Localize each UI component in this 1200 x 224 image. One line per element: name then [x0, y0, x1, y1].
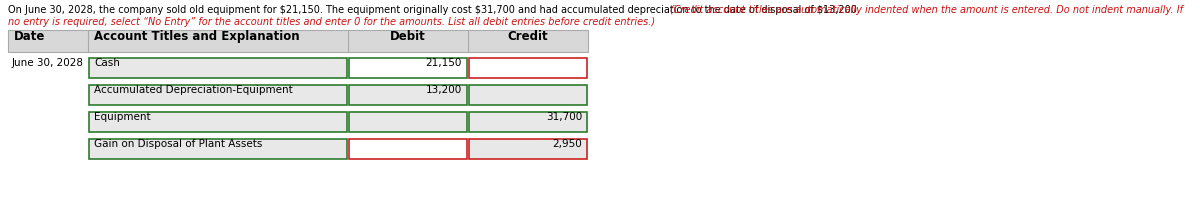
- Text: 21,150: 21,150: [426, 58, 462, 68]
- Text: Cash: Cash: [94, 58, 120, 68]
- Text: 2,950: 2,950: [552, 139, 582, 149]
- Text: Debit: Debit: [390, 30, 426, 43]
- Text: (Credit account titles are automatically indented when the amount is entered. Do: (Credit account titles are automatically…: [671, 5, 1183, 15]
- Text: June 30, 2028: June 30, 2028: [12, 58, 84, 68]
- FancyBboxPatch shape: [89, 85, 347, 105]
- FancyBboxPatch shape: [349, 85, 467, 105]
- Text: Accumulated Depreciation-Equipment: Accumulated Depreciation-Equipment: [94, 85, 293, 95]
- Text: no entry is required, select “No Entry” for the account titles and enter 0 for t: no entry is required, select “No Entry” …: [8, 17, 655, 27]
- FancyBboxPatch shape: [89, 112, 347, 132]
- FancyBboxPatch shape: [349, 112, 467, 132]
- FancyBboxPatch shape: [349, 58, 467, 78]
- Text: Credit: Credit: [508, 30, 548, 43]
- FancyBboxPatch shape: [469, 139, 587, 159]
- FancyBboxPatch shape: [469, 112, 587, 132]
- Text: Equipment: Equipment: [94, 112, 151, 122]
- Text: On June 30, 2028, the company sold old equipment for $21,150. The equipment orig: On June 30, 2028, the company sold old e…: [8, 5, 863, 15]
- FancyBboxPatch shape: [469, 85, 587, 105]
- FancyBboxPatch shape: [349, 139, 467, 159]
- Text: 31,700: 31,700: [546, 112, 582, 122]
- FancyBboxPatch shape: [89, 139, 347, 159]
- Text: Account Titles and Explanation: Account Titles and Explanation: [94, 30, 300, 43]
- FancyBboxPatch shape: [89, 58, 347, 78]
- FancyBboxPatch shape: [8, 30, 588, 52]
- Text: Gain on Disposal of Plant Assets: Gain on Disposal of Plant Assets: [94, 139, 263, 149]
- Text: 13,200: 13,200: [426, 85, 462, 95]
- FancyBboxPatch shape: [469, 58, 587, 78]
- Text: Date: Date: [14, 30, 46, 43]
